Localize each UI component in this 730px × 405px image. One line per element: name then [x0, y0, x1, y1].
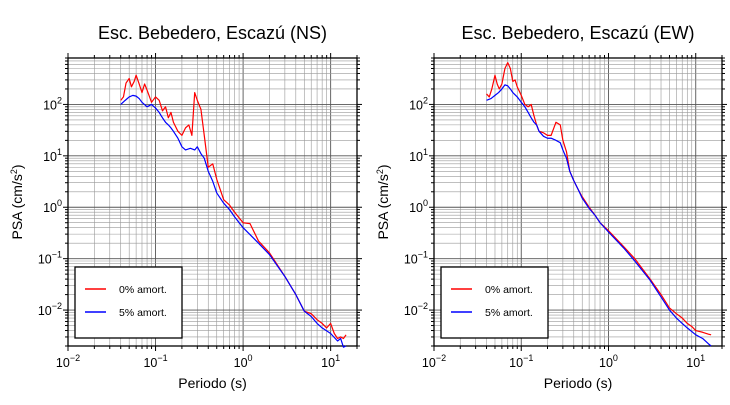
x-tick-label: 10−1 — [143, 353, 167, 370]
y-tick-label: 10−2 — [38, 301, 62, 318]
y-tick-label: 100 — [409, 198, 428, 215]
chart-title: Esc. Bebedero, Escazú (NS) — [98, 23, 327, 43]
legend-label: 5% amort. — [119, 307, 167, 319]
legend-label: 0% amort. — [119, 284, 167, 296]
y-axis-label: PSA (cm/s2) — [9, 164, 25, 239]
series-line-amort-0 — [486, 62, 712, 336]
plot-frame — [433, 57, 723, 347]
y-tick-label: 101 — [43, 147, 62, 164]
x-tick-label: 10−2 — [422, 353, 446, 370]
legend-label: 5% amort. — [485, 307, 533, 319]
legend: 0% amort. 5% amort. — [74, 266, 183, 339]
plot-frame — [67, 57, 358, 347]
legend-label: 0% amort. — [485, 284, 533, 296]
y-axis-label: PSA (cm/s2) — [375, 164, 391, 239]
series-lines — [486, 62, 712, 347]
ticks — [429, 53, 727, 351]
y-tick-label: 101 — [409, 147, 428, 164]
chart-panel-2: 10−2 10−1 100 101 10−2 10−1 100 101 102 Esc. Bebe… — [375, 23, 727, 391]
series-line-amort-5 — [120, 94, 347, 348]
x-axis-label: Periodo (s) — [178, 375, 246, 391]
grid — [67, 57, 358, 347]
series-line-amort-5 — [486, 84, 712, 347]
y-tick-label: 10−2 — [404, 301, 428, 318]
legend: 0% amort. 5% amort. — [440, 266, 549, 339]
x-tick-label: 101 — [321, 353, 340, 370]
y-tick-label: 10−1 — [404, 250, 428, 267]
x-tick-label: 100 — [234, 353, 253, 370]
x-tick-label: 10−1 — [509, 353, 533, 370]
x-tick-label: 100 — [599, 353, 618, 370]
x-tick-label: 10−2 — [56, 353, 80, 370]
x-axis-label: Periodo (s) — [544, 375, 612, 391]
y-tick-label: 10−1 — [38, 250, 62, 267]
legend-box — [440, 266, 549, 339]
x-tick-label: 101 — [686, 353, 705, 370]
y-tick-label: 102 — [409, 95, 428, 112]
y-tick-label: 102 — [43, 95, 62, 112]
ticks — [63, 53, 362, 351]
legend-box — [74, 266, 183, 339]
chart-title: Esc. Bebedero, Escazú (EW) — [461, 23, 694, 43]
chart-panel-1: 10−2 10−1 100 101 10−2 10−1 100 101 102 Esc. Bebe… — [9, 23, 362, 391]
series-lines — [120, 74, 347, 348]
y-tick-label: 100 — [43, 198, 62, 215]
series-line-amort-0 — [120, 74, 347, 340]
